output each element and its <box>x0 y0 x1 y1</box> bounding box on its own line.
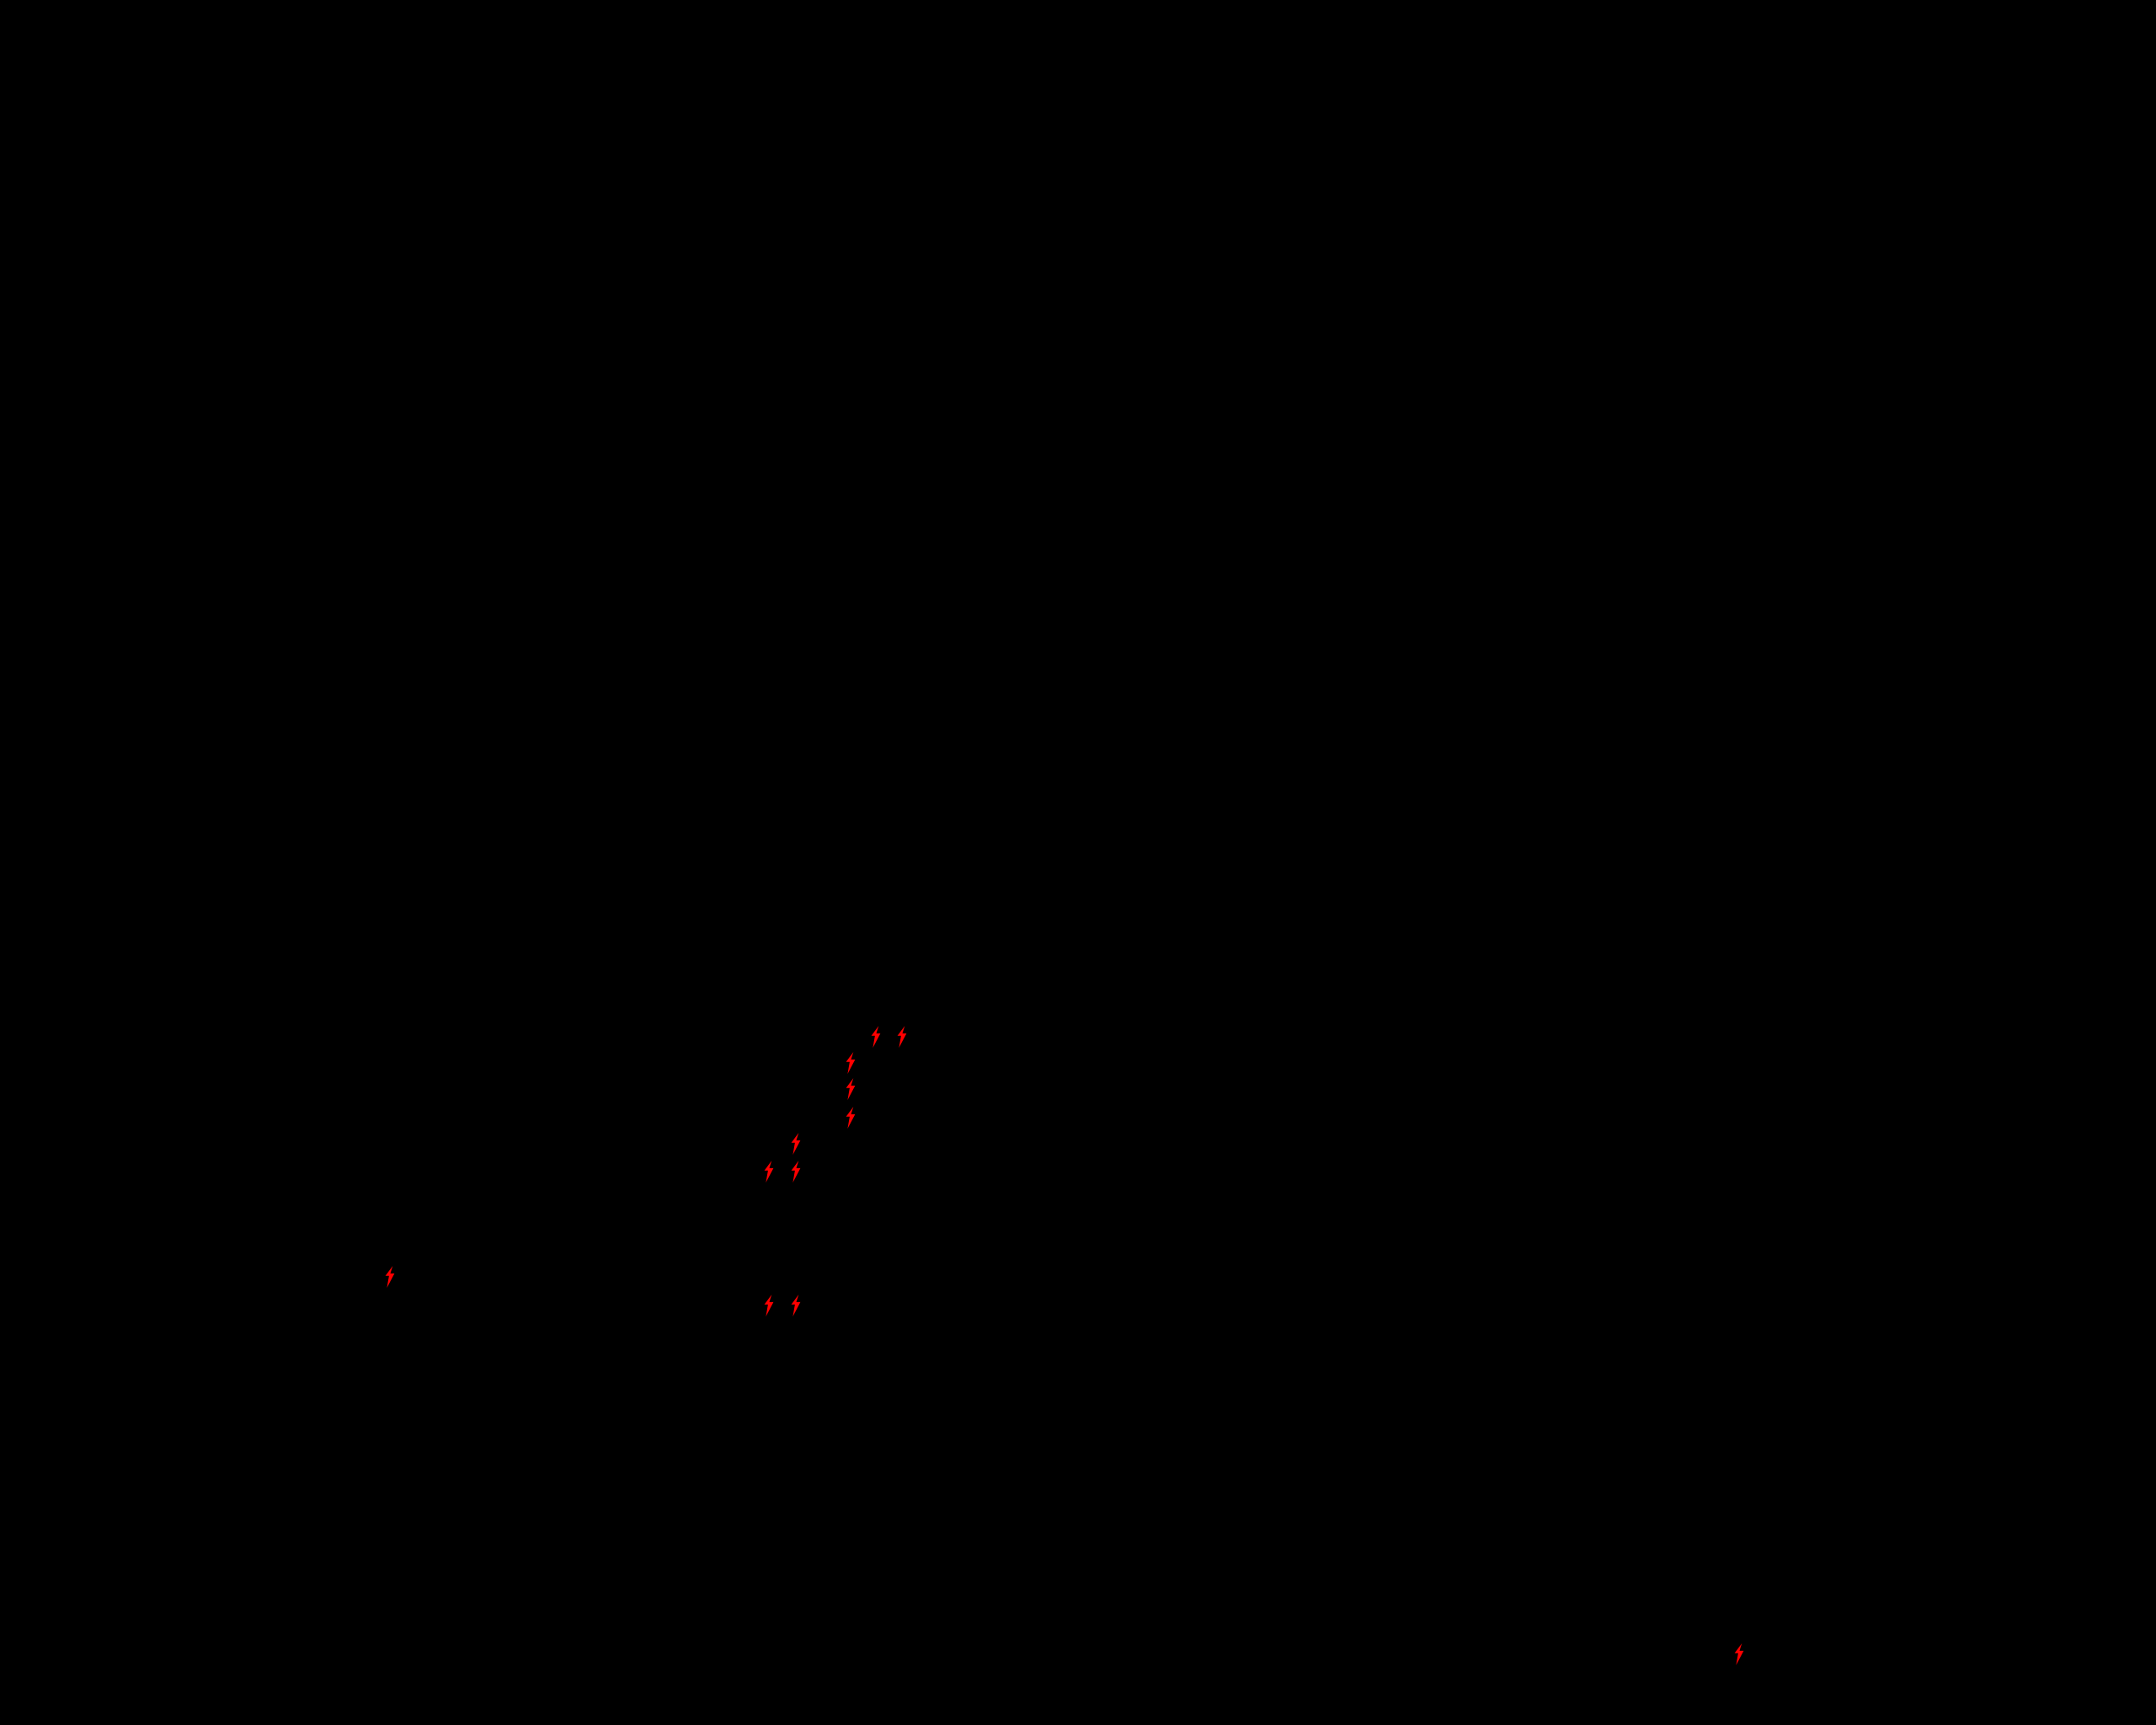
lightning-bolt-icon[interactable] <box>845 1107 857 1129</box>
lightning-bolt-icon[interactable] <box>1733 1643 1745 1665</box>
lightning-bolt-icon[interactable] <box>870 1026 882 1048</box>
lightning-bolt-icon[interactable] <box>763 1161 775 1183</box>
lightning-bolt-icon[interactable] <box>790 1161 802 1183</box>
lightning-bolt-icon[interactable] <box>896 1026 908 1048</box>
lightning-bolt-icon[interactable] <box>790 1133 802 1155</box>
lightning-bolt-icon[interactable] <box>790 1295 802 1316</box>
lightning-bolt-icon[interactable] <box>845 1052 857 1074</box>
lightning-bolt-icon[interactable] <box>763 1295 775 1316</box>
lightning-bolt-icon[interactable] <box>384 1266 396 1288</box>
lightning-bolt-icon[interactable] <box>845 1078 857 1100</box>
